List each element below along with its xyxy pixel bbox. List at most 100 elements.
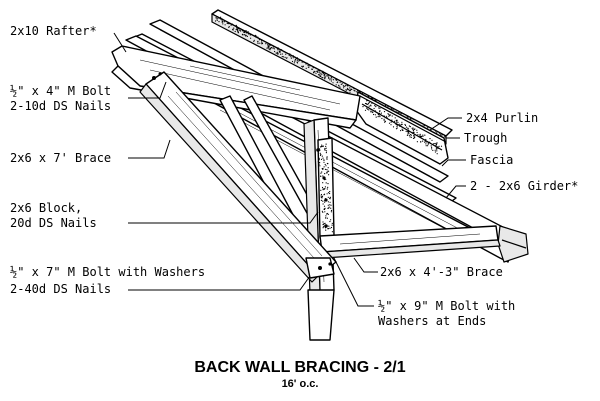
stipple-dot — [357, 89, 359, 92]
stipple-dot — [392, 126, 395, 128]
stipple-dot — [345, 84, 347, 86]
stipple-dot — [408, 134, 410, 136]
stipple-dot — [422, 140, 424, 142]
stipple-dot — [400, 130, 402, 132]
stipple-dot — [440, 145, 443, 147]
stipple-dot — [330, 209, 333, 212]
caption-subtitle: 16' o.c. — [282, 378, 319, 390]
stipple-dot — [375, 106, 377, 108]
stipple-dot — [371, 102, 373, 104]
stipple-dot — [325, 152, 327, 154]
stipple-dot — [288, 54, 290, 57]
stipple-dot — [375, 99, 377, 101]
stipple-dot — [364, 109, 367, 111]
label-block: 2x6 Block, — [10, 201, 82, 215]
stipple-dot — [412, 118, 414, 120]
stipple-dot — [426, 141, 428, 143]
stipple-dot — [438, 145, 440, 147]
bolt-dots — [152, 72, 332, 270]
stipple-dot — [222, 19, 224, 21]
stipple-dot — [401, 121, 403, 123]
stipple-dot — [326, 188, 328, 190]
stipple-dot — [324, 77, 326, 79]
stipple-dot — [414, 128, 416, 130]
stipple-dot — [331, 78, 333, 80]
stipple-dot — [292, 57, 294, 59]
stipple-dot — [388, 115, 390, 117]
stipple-dot — [280, 53, 282, 55]
stipple-dot — [416, 141, 418, 143]
stipple-dot — [281, 49, 283, 51]
stipple-dot — [317, 71, 319, 73]
stipple-dot — [391, 119, 393, 121]
stipple-dot — [322, 188, 324, 190]
stipple-dot — [291, 60, 294, 63]
stipple-dot — [394, 120, 396, 122]
stipple-dot — [324, 149, 326, 151]
stipple-dot — [325, 145, 327, 147]
stipple-dot — [317, 74, 320, 76]
stipple-dot — [373, 113, 375, 116]
stipple-dot — [349, 89, 351, 91]
stipple-dot — [245, 35, 247, 37]
stipple-dot — [398, 123, 400, 125]
stipple-dot — [315, 72, 317, 74]
stipple-dot — [409, 126, 411, 128]
stipple-dot — [325, 143, 327, 145]
stipple-dot — [319, 75, 322, 77]
stipple-dot — [412, 131, 414, 133]
stipple-dot — [276, 48, 279, 50]
leaders — [113, 32, 466, 307]
stipple-dot — [321, 195, 324, 197]
stipple-dot — [253, 39, 255, 41]
stipple-dot — [303, 61, 305, 63]
stipple-dot — [323, 194, 325, 196]
stipple-dot — [360, 91, 362, 93]
stipple-dot — [254, 36, 257, 38]
stipple-dot — [358, 90, 360, 92]
stipple-dot — [420, 141, 422, 143]
label-bolt-9in: ½" x 9" M Bolt with — [378, 299, 515, 313]
stipple-dot — [383, 119, 385, 121]
stipple-dot — [401, 126, 403, 128]
stipple-dot — [323, 205, 326, 207]
stipple-dot — [347, 88, 349, 91]
label-trough: Trough — [464, 131, 507, 145]
stipple-dot — [367, 103, 369, 105]
stipple-dot — [348, 89, 350, 92]
stipple-dot — [424, 140, 426, 142]
stipple-dot — [305, 63, 307, 65]
stipple-dot — [226, 22, 228, 24]
stipple-dot — [368, 109, 370, 111]
stipple-dot — [323, 166, 325, 168]
stipple-dot — [399, 125, 401, 127]
stipple-dot — [346, 87, 349, 89]
stipple-dot — [267, 44, 269, 46]
stipple-dot — [277, 49, 279, 51]
stipple-dot — [266, 42, 268, 44]
label-bolt-7in: ½" x 7" M Bolt with Washers — [10, 265, 205, 279]
stipple-dot — [237, 28, 240, 30]
stipple-dot — [320, 195, 322, 197]
stipple-dot — [394, 117, 396, 119]
stipple-dot — [348, 88, 350, 90]
stipple-dot — [306, 62, 308, 64]
stipple-dot — [301, 65, 303, 67]
label-40d-nails: 2-40d DS Nails — [10, 282, 111, 296]
stipple-dot — [329, 220, 331, 223]
stipple-dot — [308, 66, 310, 68]
stipple-dot — [319, 146, 322, 148]
stipple-dot — [444, 135, 446, 137]
stipple-dot — [246, 35, 248, 38]
stipple-dot — [330, 80, 332, 82]
stipple-dot — [379, 107, 381, 109]
stipple-dot — [339, 81, 341, 83]
label-washers-at-ends: Washers at Ends — [378, 314, 486, 328]
stipple-dot — [410, 134, 412, 136]
stipple-dot — [425, 145, 427, 147]
stipple-dot — [322, 157, 324, 159]
stipple-dot — [329, 227, 331, 229]
stipple-dot — [325, 178, 327, 180]
stipple-dot — [328, 76, 330, 78]
stipple-dot — [278, 51, 280, 53]
